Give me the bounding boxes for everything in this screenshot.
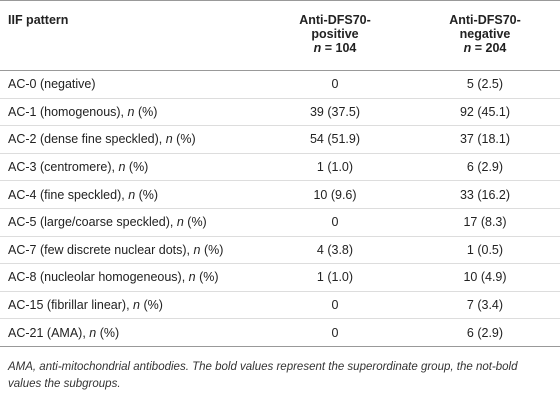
label: AC-3 (centromere), xyxy=(8,160,115,175)
negative-cell: 37 (18.1) xyxy=(410,125,560,154)
positive-cell: 0 xyxy=(260,208,410,237)
row-label: AC-0 (negative) xyxy=(0,70,260,99)
positive-cell: 0 xyxy=(260,291,410,320)
percent: (%) xyxy=(137,104,158,119)
data-table: IIF pattern Anti-DFS70-positive n = 104 An… xyxy=(0,0,560,347)
positive-cell: 39 (37.5) xyxy=(260,98,410,127)
n-symbol: n xyxy=(127,104,135,119)
label: AC-2 (dense fine speckled), xyxy=(8,132,163,147)
table-row: AC-21 (AMA), n (%) 0 6 (2.9) xyxy=(0,318,560,347)
column-count: n = 104 xyxy=(264,41,406,55)
negative-cell: 33 (16.2) xyxy=(410,180,560,209)
negative-cell: 1 (0.5) xyxy=(410,236,560,265)
positive-cell: 0 xyxy=(260,70,410,99)
header-cell: Anti-DFS70-negative n = 204 xyxy=(410,0,560,71)
positive-cell: 54 (51.9) xyxy=(260,125,410,154)
negative-cell: 17 (8.3) xyxy=(410,208,560,237)
row-label: AC-1 (homogenous), n (%) xyxy=(0,98,260,127)
n-symbol: n xyxy=(188,270,196,285)
table-row: AC-0 (negative) 0 5 (2.5) xyxy=(0,70,560,99)
negative-cell: 7 (3.4) xyxy=(410,291,560,320)
negative-cell: 6 (2.9) xyxy=(410,318,560,347)
label: AC-1 (homogenous), xyxy=(8,104,125,119)
label: AC-21 (AMA), xyxy=(8,325,86,340)
table-row: AC-8 (nucleolar homogeneous), n (%) 1 (1.… xyxy=(0,263,560,292)
table-body: AC-0 (negative) 0 5 (2.5) AC-1 (homogenous)… xyxy=(0,70,560,347)
column-title: Anti-DFS70-positive xyxy=(299,13,371,41)
percent: (%) xyxy=(187,215,207,230)
table-row: AC-15 (fibrillar linear), n (%) 0 7 (3.4) xyxy=(0,291,560,320)
percent: (%) xyxy=(203,242,224,257)
negative-cell: 6 (2.9) xyxy=(410,153,560,182)
row-label: AC-15 (fibrillar linear), n (%) xyxy=(0,291,260,320)
positive-cell: 0 xyxy=(260,318,410,347)
percent: (%) xyxy=(138,187,159,202)
row-label: AC-21 (AMA), n (%) xyxy=(0,318,260,347)
column-title: Anti-DFS70-negative xyxy=(449,13,521,41)
label: AC-8 (nucleolar homogeneous), xyxy=(8,270,186,285)
percent: (%) xyxy=(143,298,163,313)
positive-cell: 1 (1.0) xyxy=(260,153,410,182)
table-row: AC-1 (homogenous), n (%) 39 (37.5) 92 (45.… xyxy=(0,98,560,127)
percent: (%) xyxy=(99,325,120,340)
negative-cell: 5 (2.5) xyxy=(410,70,560,99)
table-row: AC-7 (few discrete nuclear dots), n (%) 4… xyxy=(0,236,560,265)
negative-cell: 92 (45.1) xyxy=(410,98,560,127)
n-symbol: n xyxy=(133,298,140,313)
table-row: AC-5 (large/coarse speckled), n (%) 0 17 (… xyxy=(0,208,560,237)
header-cell: Anti-DFS70-positive n = 104 xyxy=(260,0,410,71)
n-symbol: n xyxy=(176,215,184,230)
negative-cell: 10 (4.9) xyxy=(410,263,560,292)
row-label: AC-8 (nucleolar homogeneous), n (%) xyxy=(0,263,260,292)
column-count: n = 204 xyxy=(414,41,556,55)
n-symbol: n xyxy=(89,325,97,340)
positive-cell: 1 (1.0) xyxy=(260,263,410,292)
percent: (%) xyxy=(176,132,196,147)
label: AC-4 (fine speckled), xyxy=(8,187,125,202)
row-label: AC-4 (fine speckled), n (%) xyxy=(0,180,260,209)
label: AC-15 (fibrillar linear), xyxy=(8,298,130,313)
row-label: AC-2 (dense fine speckled), n (%) xyxy=(0,125,260,154)
footnote: AMA, anti-mitochondrial antibodies. The … xyxy=(8,360,518,390)
positive-cell: 4 (3.8) xyxy=(260,236,410,265)
count: = 204 xyxy=(474,41,507,55)
row-label: AC-5 (large/coarse speckled), n (%) xyxy=(0,208,260,237)
row-label: AC-7 (few discrete nuclear dots), n (%) xyxy=(0,236,260,265)
row-label: AC-3 (centromere), n (%) xyxy=(0,153,260,182)
count: = 104 xyxy=(324,41,357,55)
label: AC-5 (large/coarse speckled), xyxy=(8,215,174,230)
n-symbol: n xyxy=(313,41,322,55)
percent: (%) xyxy=(199,270,219,285)
positive-cell: 10 (9.6) xyxy=(260,180,410,209)
label: AC-0 (negative) xyxy=(8,77,96,92)
header-row: IIF pattern Anti-DFS70-positive n = 104 An… xyxy=(0,0,560,71)
table-row: AC-4 (fine speckled), n (%) 10 (9.6) 33 (1… xyxy=(0,180,560,209)
table-row: AC-2 (dense fine speckled), n (%) 54 (51.… xyxy=(0,125,560,154)
n-symbol: n xyxy=(165,132,173,147)
label: AC-7 (few discrete nuclear dots), xyxy=(8,242,191,257)
n-symbol: n xyxy=(118,160,126,175)
percent: (%) xyxy=(128,160,149,175)
n-symbol: n xyxy=(193,242,201,257)
n-symbol: n xyxy=(128,187,136,202)
table-row: AC-3 (centromere), n (%) 1 (1.0) 6 (2.9) xyxy=(0,153,560,182)
n-symbol: n xyxy=(463,41,472,55)
header-cell: IIF pattern xyxy=(0,0,260,71)
